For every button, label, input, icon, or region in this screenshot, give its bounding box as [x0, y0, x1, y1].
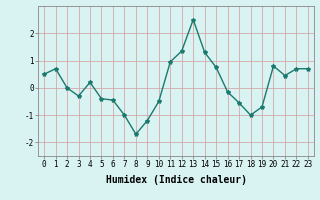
X-axis label: Humidex (Indice chaleur): Humidex (Indice chaleur) — [106, 175, 246, 185]
